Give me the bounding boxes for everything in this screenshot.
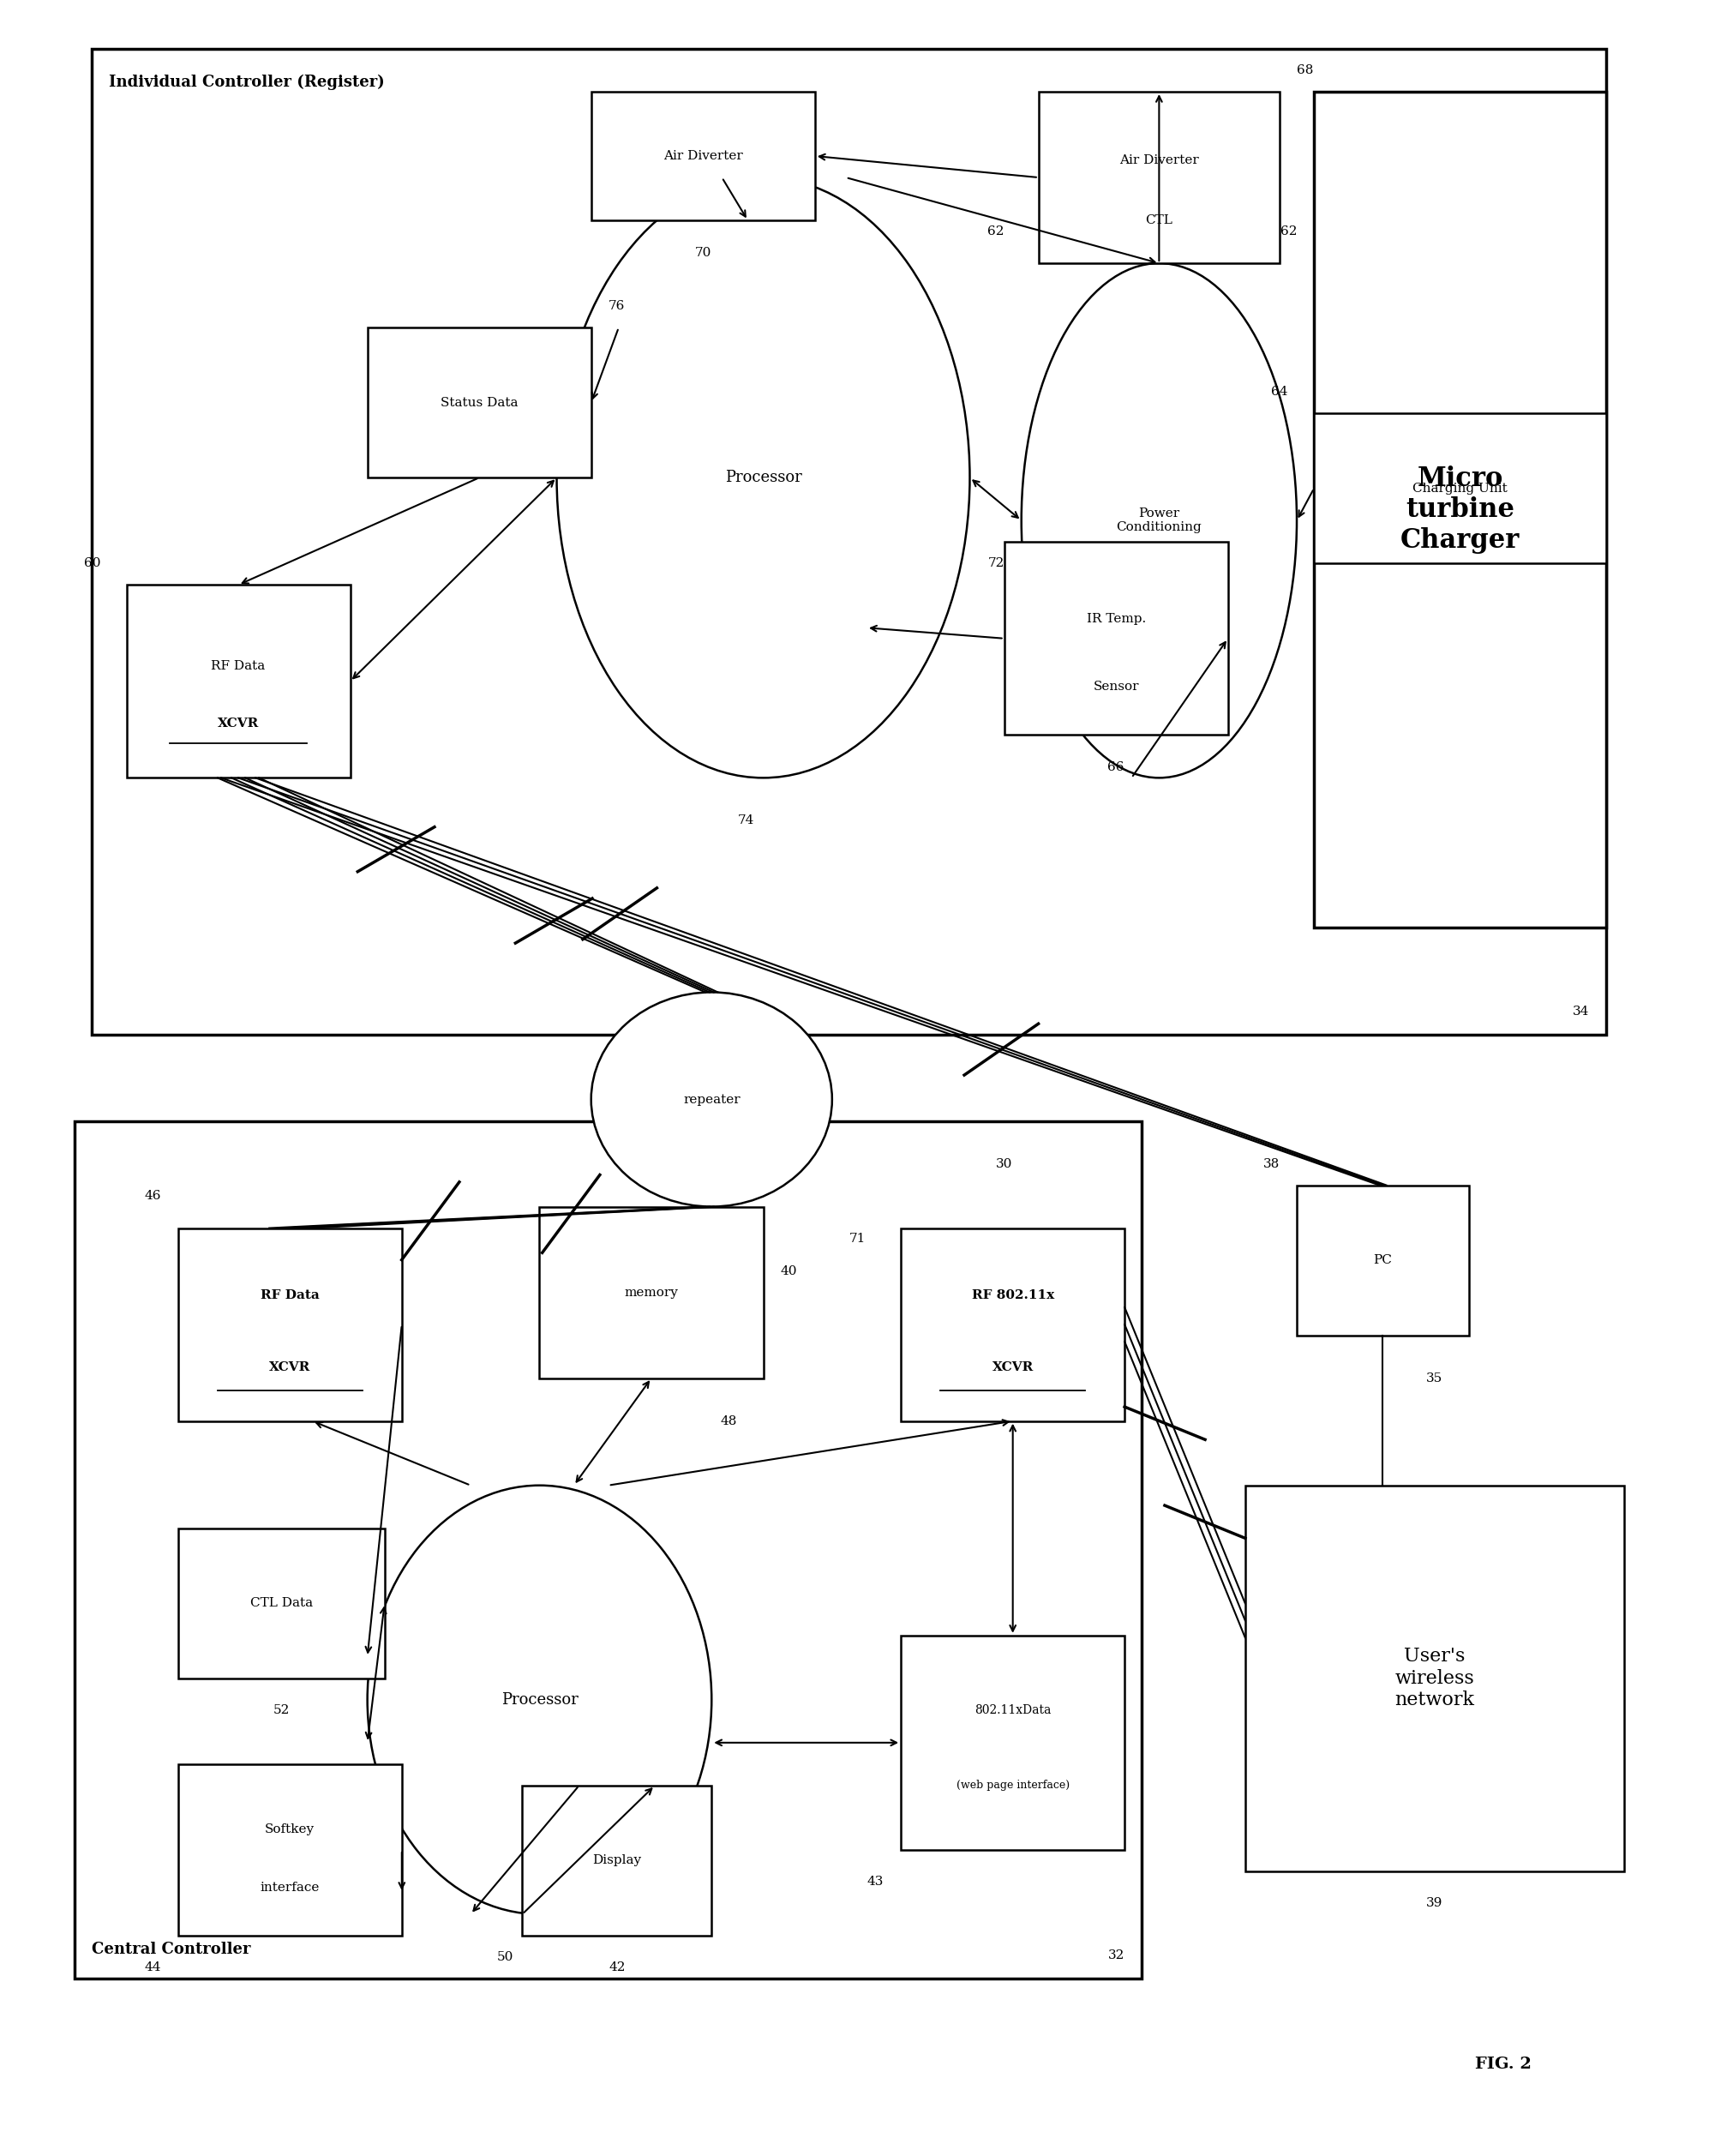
Text: Display: Display <box>593 1854 641 1867</box>
Ellipse shape <box>367 1485 712 1915</box>
Text: 43: 43 <box>866 1876 884 1889</box>
Text: 40: 40 <box>780 1266 797 1276</box>
Text: Air Diverter: Air Diverter <box>1120 155 1199 166</box>
Text: 52: 52 <box>274 1705 289 1716</box>
Text: 50: 50 <box>497 1951 513 1964</box>
FancyBboxPatch shape <box>178 1764 402 1936</box>
FancyBboxPatch shape <box>901 1229 1125 1421</box>
FancyBboxPatch shape <box>178 1229 402 1421</box>
Text: 64: 64 <box>1272 386 1288 399</box>
Text: 38: 38 <box>1263 1158 1279 1171</box>
Text: 62: 62 <box>988 224 1003 237</box>
FancyBboxPatch shape <box>591 93 815 220</box>
Text: PC: PC <box>1374 1255 1392 1266</box>
Text: repeater: repeater <box>683 1093 740 1106</box>
Text: Softkey: Softkey <box>265 1824 315 1835</box>
Text: XCVR: XCVR <box>991 1360 1033 1373</box>
FancyBboxPatch shape <box>1038 93 1279 263</box>
Text: RF Data: RF Data <box>260 1289 319 1302</box>
Text: Processor: Processor <box>724 470 802 485</box>
Text: FIG. 2: FIG. 2 <box>1475 2057 1532 2072</box>
Text: 66: 66 <box>1107 761 1125 774</box>
FancyBboxPatch shape <box>75 1121 1142 1979</box>
Text: (web page interface): (web page interface) <box>957 1781 1069 1792</box>
FancyBboxPatch shape <box>1314 93 1606 927</box>
FancyBboxPatch shape <box>539 1207 763 1378</box>
Text: 44: 44 <box>144 1962 161 1973</box>
FancyBboxPatch shape <box>522 1785 712 1936</box>
FancyBboxPatch shape <box>178 1529 385 1677</box>
Text: memory: memory <box>624 1287 678 1298</box>
Text: 68: 68 <box>1296 65 1314 75</box>
Text: XCVR: XCVR <box>218 718 258 729</box>
FancyBboxPatch shape <box>127 584 350 778</box>
Text: 30: 30 <box>996 1158 1012 1171</box>
FancyBboxPatch shape <box>1244 1485 1624 1871</box>
Text: RF Data: RF Data <box>211 660 265 673</box>
Text: IR Temp.: IR Temp. <box>1087 612 1146 625</box>
Text: 62: 62 <box>1281 224 1296 237</box>
Text: Sensor: Sensor <box>1094 681 1139 692</box>
Text: 60: 60 <box>83 558 101 569</box>
Text: interface: interface <box>260 1882 319 1893</box>
FancyBboxPatch shape <box>1003 541 1229 735</box>
Text: CTL: CTL <box>1146 213 1173 226</box>
Text: Processor: Processor <box>501 1692 577 1708</box>
Text: 34: 34 <box>1574 1007 1589 1018</box>
Text: 46: 46 <box>144 1190 161 1201</box>
FancyBboxPatch shape <box>367 328 591 479</box>
Text: 32: 32 <box>1107 1949 1125 1962</box>
Text: RF 802.11x: RF 802.11x <box>972 1289 1054 1302</box>
FancyBboxPatch shape <box>1296 1186 1470 1335</box>
Text: Air Diverter: Air Diverter <box>664 151 743 162</box>
Text: Individual Controller (Register): Individual Controller (Register) <box>109 75 385 91</box>
Text: 74: 74 <box>738 815 754 826</box>
Text: CTL Data: CTL Data <box>250 1598 312 1608</box>
Ellipse shape <box>1021 263 1296 778</box>
Text: Central Controller: Central Controller <box>92 1943 251 1958</box>
Text: 76: 76 <box>608 300 626 313</box>
Text: User's
wireless
network: User's wireless network <box>1395 1647 1475 1710</box>
FancyBboxPatch shape <box>92 50 1606 1035</box>
Text: XCVR: XCVR <box>269 1360 310 1373</box>
Text: 802.11xData: 802.11xData <box>974 1705 1052 1716</box>
Text: 39: 39 <box>1426 1897 1444 1910</box>
Text: 70: 70 <box>695 246 711 259</box>
FancyBboxPatch shape <box>901 1636 1125 1850</box>
Text: Charging Unit: Charging Unit <box>1412 483 1508 494</box>
FancyBboxPatch shape <box>1314 414 1606 563</box>
Ellipse shape <box>556 177 970 778</box>
Text: Micro
turbine
Charger: Micro turbine Charger <box>1400 466 1520 554</box>
Ellipse shape <box>591 992 832 1207</box>
Text: 48: 48 <box>721 1414 737 1427</box>
Text: 71: 71 <box>849 1233 866 1244</box>
Text: Status Data: Status Data <box>440 397 518 410</box>
Text: Power
Conditioning: Power Conditioning <box>1116 507 1201 533</box>
Text: 72: 72 <box>988 558 1003 569</box>
Text: 35: 35 <box>1426 1371 1442 1384</box>
Text: 42: 42 <box>608 1962 626 1973</box>
